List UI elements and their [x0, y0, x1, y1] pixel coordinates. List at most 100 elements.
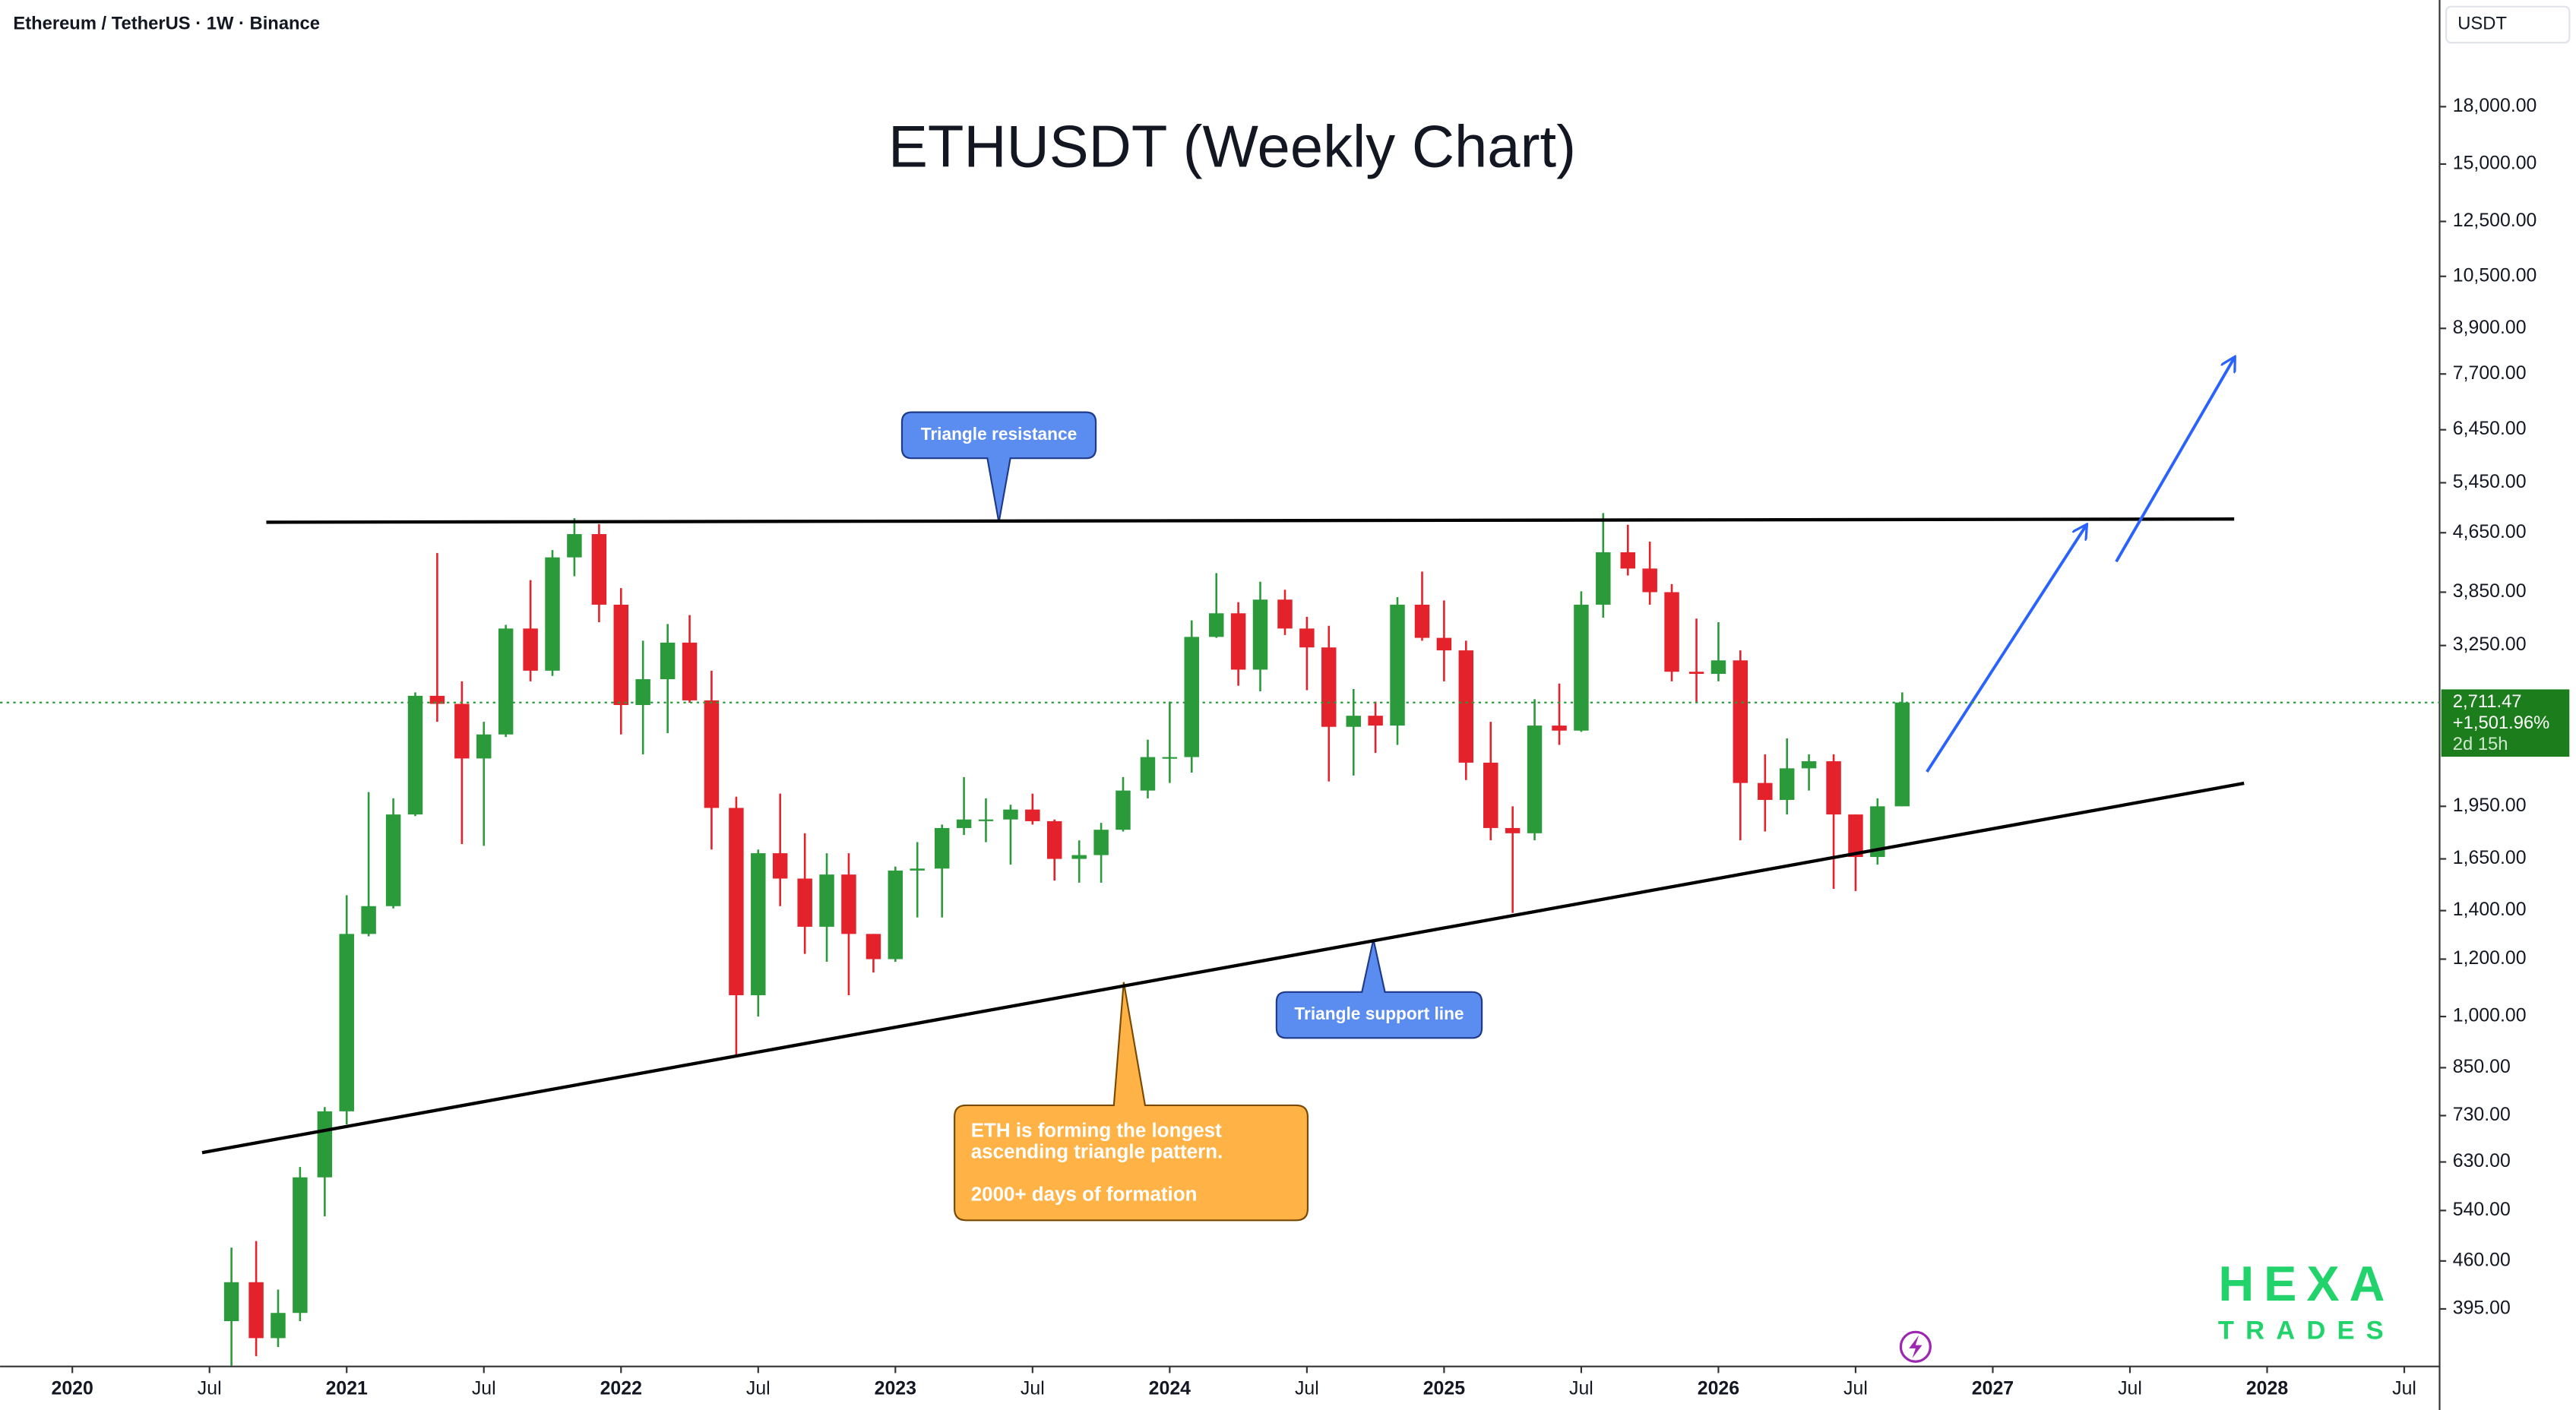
candle-body	[1252, 599, 1268, 670]
candle-body	[910, 868, 925, 871]
candle-body	[1093, 830, 1109, 855]
candle-body	[1209, 613, 1224, 637]
x-tick-label: 2026	[1698, 1378, 1739, 1399]
candle-body	[682, 642, 698, 700]
y-tick-label: 395.00	[2453, 1298, 2511, 1319]
x-tick-label: Jul	[746, 1378, 771, 1399]
chart-title: ETHUSDT (Weekly Chart)	[888, 114, 1576, 179]
candle-body	[1346, 716, 1361, 727]
candle-body	[407, 695, 423, 815]
x-tick-label: Jul	[1569, 1378, 1593, 1399]
candle-body	[1826, 761, 1841, 815]
candle-body	[1779, 768, 1795, 800]
x-tick-label: Jul	[198, 1378, 222, 1399]
x-tick-label: Jul	[2118, 1378, 2142, 1399]
candle-body	[567, 534, 582, 558]
candle-body	[660, 642, 676, 680]
candle-body	[1596, 552, 1611, 605]
x-tick-label: 2020	[52, 1378, 93, 1399]
candle-body	[729, 808, 744, 996]
candle-body	[361, 906, 376, 934]
candle-body	[613, 604, 629, 706]
candle-body	[1620, 552, 1636, 569]
candle-body	[385, 814, 401, 906]
x-tick-label: 2027	[1972, 1378, 2014, 1399]
candle-body	[591, 534, 607, 605]
candle-body	[1003, 809, 1018, 820]
candle-body	[1368, 716, 1383, 726]
candle-body	[1527, 726, 1543, 833]
candle-body	[476, 734, 492, 759]
support-label: Triangle support line	[1294, 1004, 1464, 1023]
candle-body	[1870, 806, 1885, 858]
candle-body	[1299, 628, 1315, 648]
candle-body	[1116, 790, 1131, 830]
candle-body	[1184, 637, 1199, 757]
candle-body	[841, 874, 856, 934]
candle-body	[1733, 660, 1748, 783]
support-callout	[1275, 939, 1483, 1039]
y-tick-label: 1,650.00	[2453, 847, 2527, 868]
candle-body	[454, 703, 470, 759]
candle-body	[523, 628, 538, 671]
candle-body	[1642, 568, 1657, 593]
y-tick-label: 15,000.00	[2453, 153, 2537, 174]
candle-body	[271, 1313, 286, 1339]
candle-body	[1390, 604, 1405, 726]
projection-arrow	[1926, 526, 2086, 773]
candle-body	[498, 628, 514, 735]
candle-body	[978, 819, 994, 821]
currency: USDT	[2457, 14, 2507, 34]
candle-body	[1688, 672, 1704, 675]
x-tick-label: 2021	[326, 1378, 368, 1399]
candle-body	[704, 700, 720, 808]
x-tick-label: Jul	[1843, 1378, 1868, 1399]
candle-body	[1025, 809, 1040, 821]
y-tick-label: 18,000.00	[2453, 95, 2537, 116]
candle-body	[317, 1111, 333, 1178]
y-tick-label: 7,700.00	[2453, 362, 2527, 384]
y-tick-label: 8,900.00	[2453, 317, 2527, 338]
plot-area	[223, 513, 1910, 1366]
x-tick-label: Jul	[472, 1378, 496, 1399]
candle-body	[1574, 604, 1589, 731]
y-tick-label: 1,000.00	[2453, 1005, 2527, 1026]
x-tick-label: 2025	[1423, 1378, 1465, 1399]
candle-body	[751, 853, 766, 996]
y-tick-label: 6,450.00	[2453, 418, 2527, 439]
y-tick-label: 460.00	[2453, 1249, 2511, 1270]
alert-icon-bolt	[1909, 1335, 1923, 1358]
last-price-box	[2441, 689, 2570, 757]
x-tick-label: 2024	[1149, 1378, 1191, 1399]
logo-bottom: TRADES	[2218, 1316, 2395, 1345]
candle-body	[339, 934, 354, 1111]
candle-body	[1277, 599, 1293, 629]
y-tick-label: 1,400.00	[2453, 899, 2527, 920]
candle-body	[223, 1282, 239, 1321]
candle-body	[635, 679, 650, 706]
y-tick-label: 12,500.00	[2453, 210, 2537, 231]
trendline	[266, 517, 2235, 524]
x-tick-label: Jul	[1021, 1378, 1045, 1399]
candle-body	[1162, 757, 1178, 759]
trendline	[201, 781, 2245, 1155]
candle-body	[545, 557, 560, 671]
currency-box[interactable]	[2445, 5, 2571, 44]
note-line: ETH is forming the longest	[971, 1120, 1222, 1141]
y-tick-label: 730.00	[2453, 1104, 2511, 1125]
candle-body	[772, 853, 788, 879]
y-tick-label: 850.00	[2453, 1056, 2511, 1077]
x-tick-label: 2023	[875, 1378, 916, 1399]
last-change: +1,501.96%	[2453, 713, 2550, 733]
candle-body	[293, 1177, 308, 1314]
candle-body	[1436, 637, 1452, 651]
candle-body	[1321, 647, 1337, 727]
alert-icon[interactable]	[1899, 1330, 1932, 1363]
candle-body	[1414, 604, 1430, 638]
candle-body	[1140, 757, 1156, 791]
candle-body	[956, 819, 972, 828]
candle-body	[819, 874, 834, 927]
resistance-label: Triangle resistance	[921, 424, 1078, 444]
candle-body	[1458, 650, 1474, 763]
